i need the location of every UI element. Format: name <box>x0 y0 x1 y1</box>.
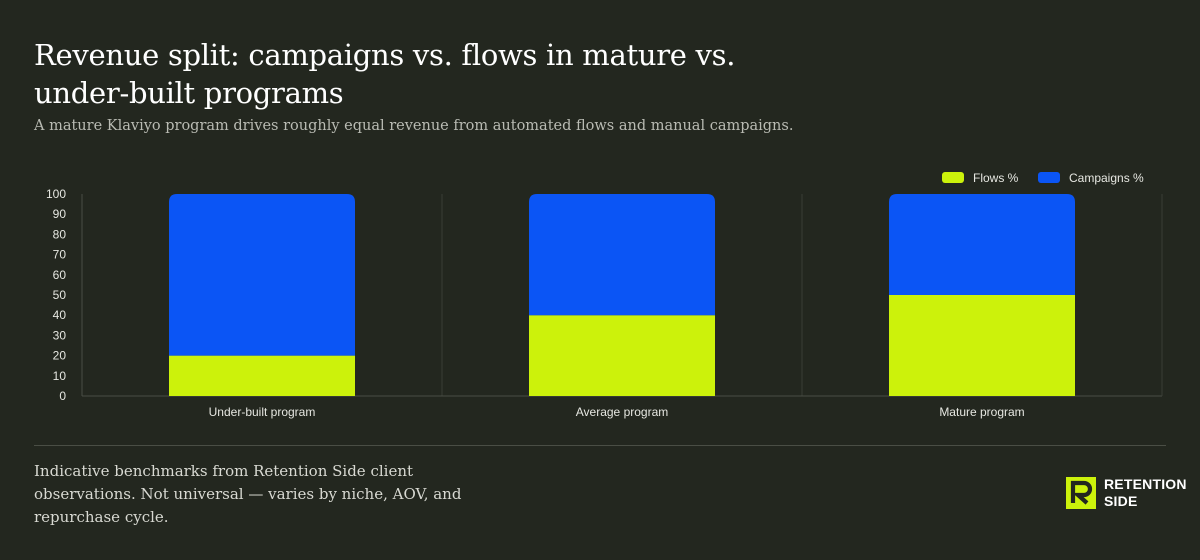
legend-swatch-campaigns <box>1038 172 1060 183</box>
bar-segment-flows <box>529 315 715 396</box>
footer-divider <box>34 445 1166 446</box>
x-tick-label: Average program <box>576 405 669 419</box>
retention-side-logo-icon <box>1066 477 1096 509</box>
bar-segment-flows <box>169 355 355 396</box>
x-tick-label: Mature program <box>939 405 1024 419</box>
bar-segment-flows <box>889 295 1075 396</box>
footnote: Indicative benchmarks from Retention Sid… <box>34 462 462 526</box>
y-tick-label: 90 <box>53 207 67 221</box>
x-tick-label: Under-built program <box>209 405 316 419</box>
brand-logo: RETENTION SIDE <box>1066 476 1187 510</box>
y-tick-label: 30 <box>53 328 67 342</box>
legend-label-campaigns: Campaigns % <box>1069 171 1144 185</box>
bar-segment-campaigns <box>169 194 355 356</box>
y-tick-label: 50 <box>53 288 67 302</box>
y-tick-label: 70 <box>53 248 67 262</box>
y-tick-label: 10 <box>53 369 67 383</box>
legend-label-flows: Flows % <box>973 171 1019 185</box>
bar-segment-campaigns <box>529 194 715 316</box>
y-tick-label: 80 <box>53 227 67 241</box>
y-tick-label: 60 <box>53 268 67 282</box>
legend-swatch-flows <box>942 172 964 183</box>
bar-segment-campaigns <box>889 194 1075 295</box>
y-tick-label: 0 <box>59 389 66 403</box>
logo-text-line1: RETENTION <box>1104 476 1187 492</box>
y-tick-label: 100 <box>46 187 66 201</box>
y-tick-label: 40 <box>53 308 67 322</box>
chart-title: Revenue split: campaigns vs. flows in ma… <box>34 38 736 110</box>
chart-subtitle: A mature Klaviyo program drives roughly … <box>34 118 794 134</box>
stacked-bar-chart: 0 10 20 30 40 50 60 70 80 90 100 Under-built progra… <box>46 171 1163 419</box>
y-tick-label: 20 <box>53 349 67 363</box>
logo-text-line2: SIDE <box>1104 493 1138 509</box>
